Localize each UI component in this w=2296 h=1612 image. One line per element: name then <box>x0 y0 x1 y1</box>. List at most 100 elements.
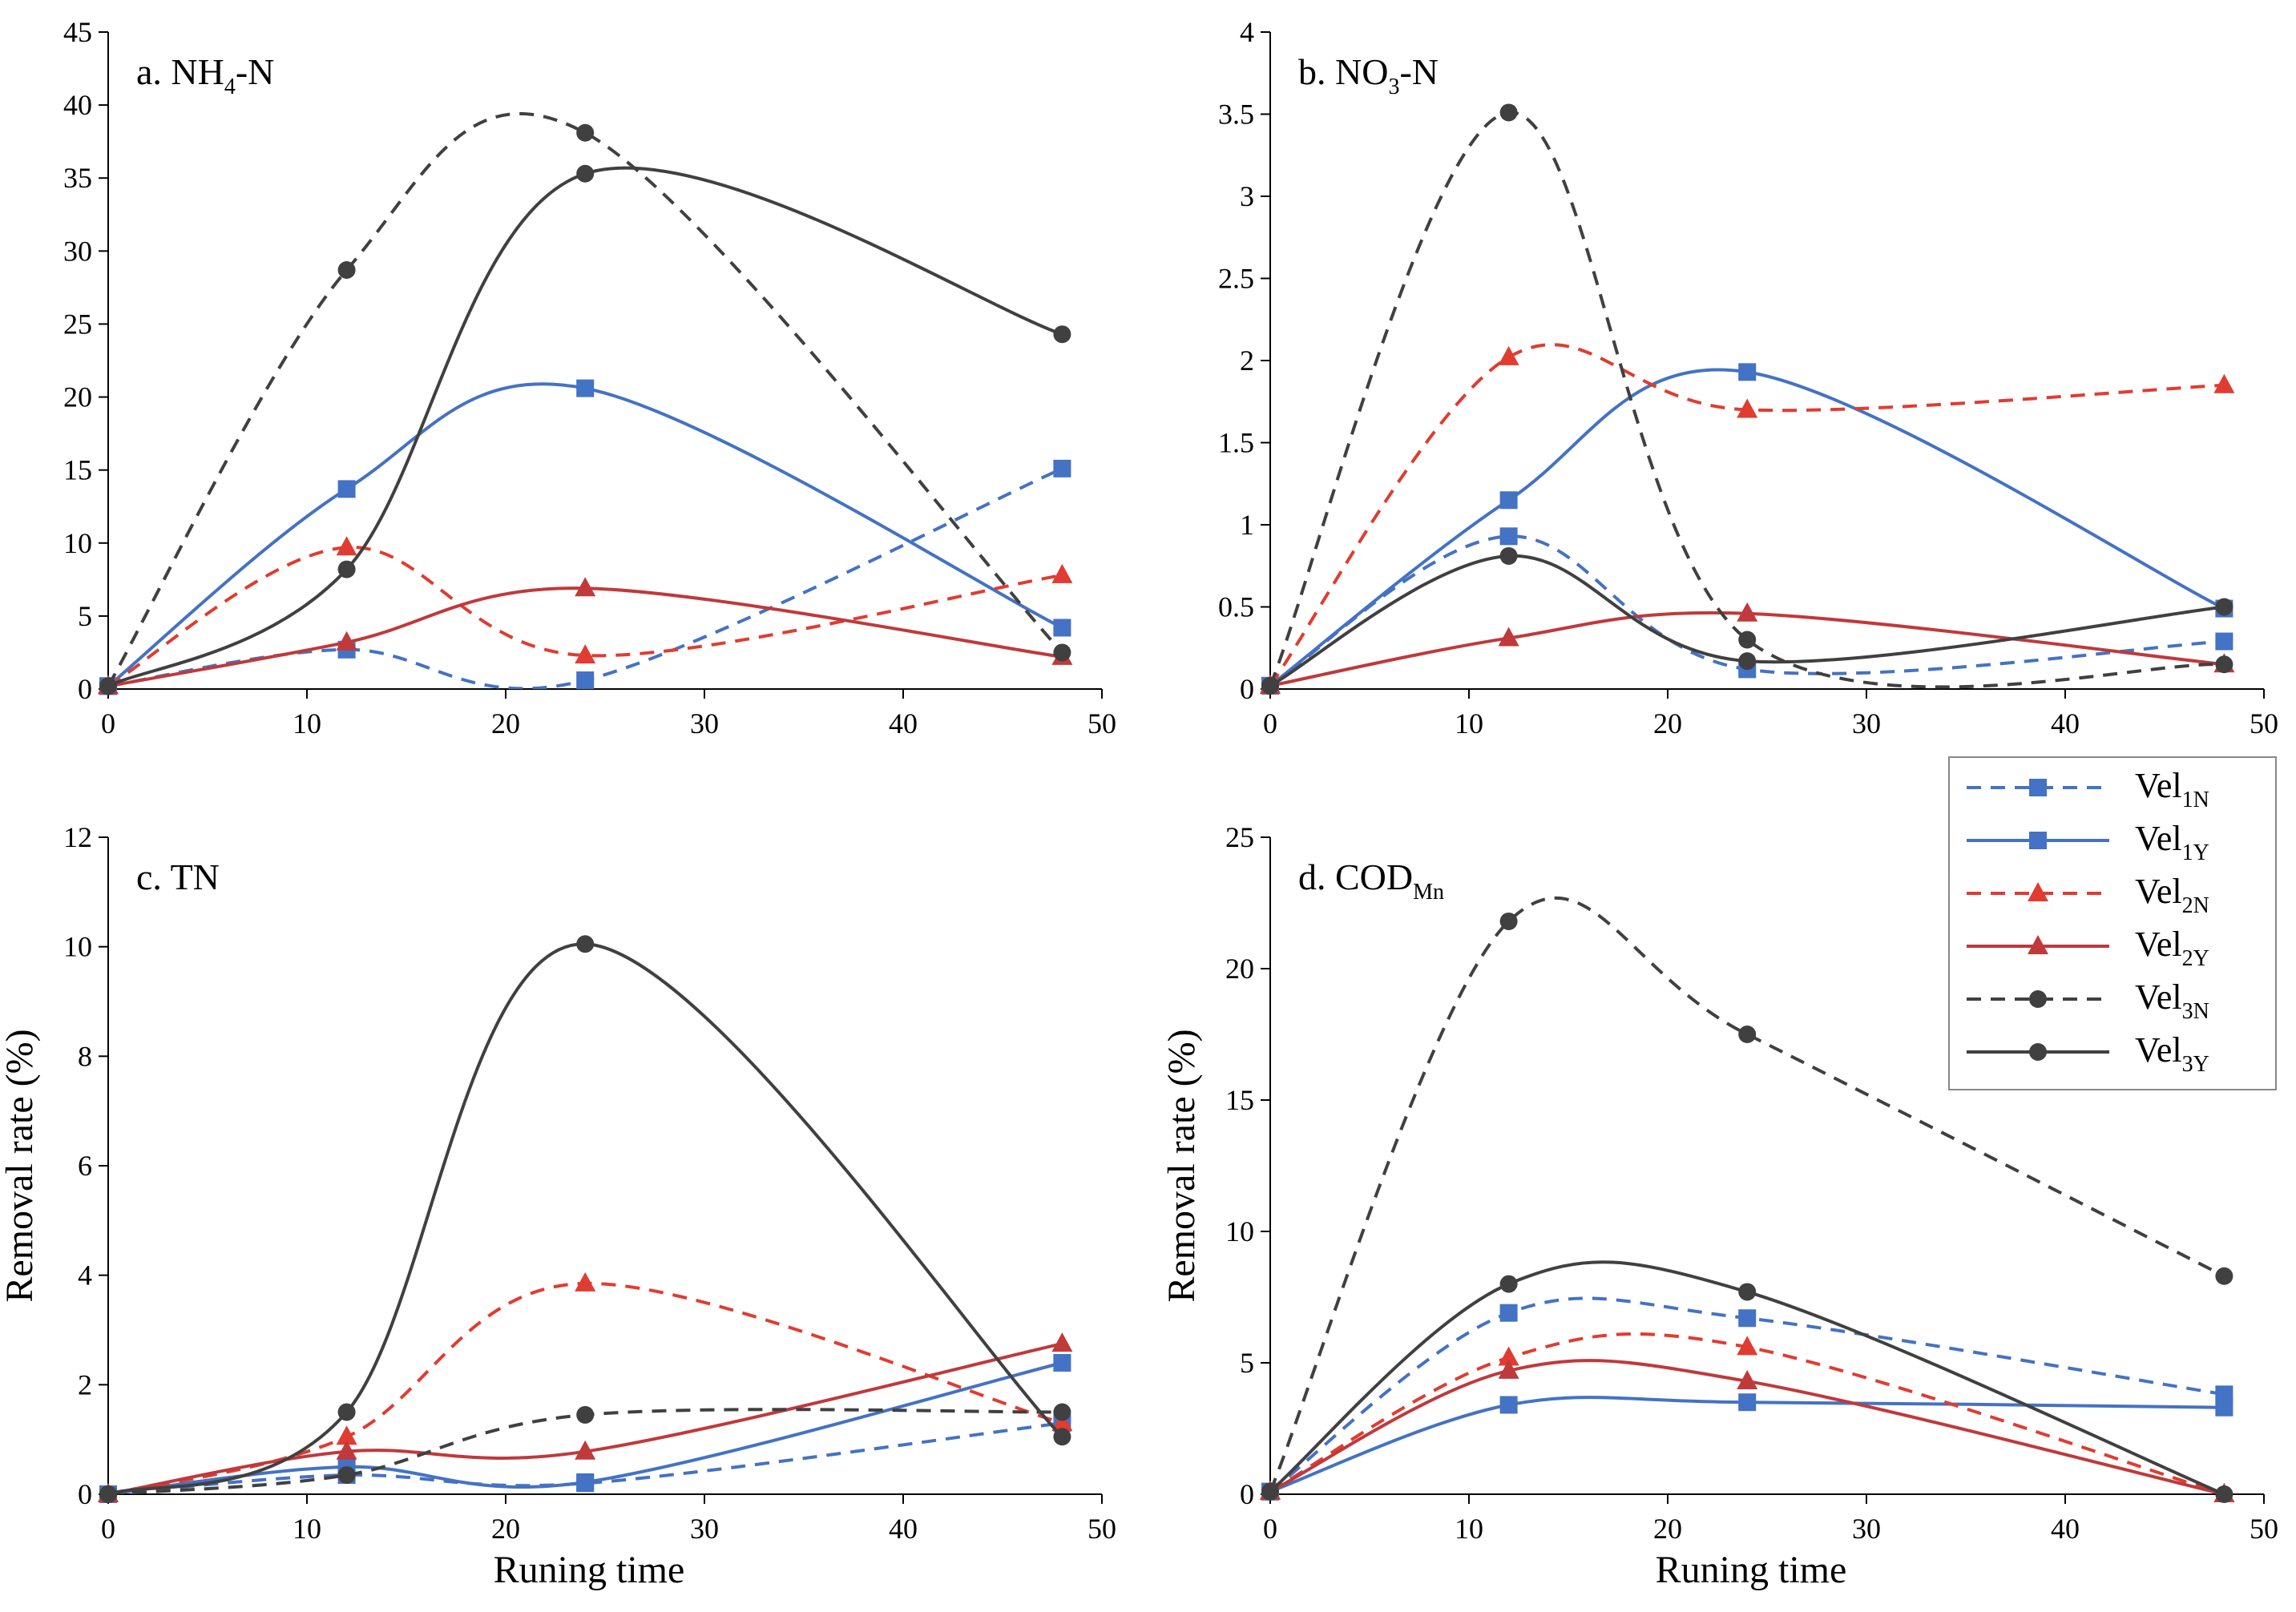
x-tick-label: 20 <box>491 707 520 740</box>
point-vel1Y-d-48 <box>2215 1398 2233 1417</box>
series-line-vel3Y-b <box>1270 554 2225 687</box>
y-tick-label: 1 <box>1240 509 1254 541</box>
series-line-vel2N-c <box>108 1281 1063 1494</box>
point-vel3N-a-24 <box>576 123 595 142</box>
point-vel1N-b-48 <box>2215 632 2233 651</box>
x-tick-label: 50 <box>2250 707 2278 740</box>
y-tick-label: 8 <box>78 1040 92 1072</box>
point-vel2N-b-12 <box>1498 345 1519 365</box>
series-line-vel3Y-a <box>108 166 1063 688</box>
y-tick-label: 10 <box>63 931 92 963</box>
point-vel2Y-c-24 <box>575 1440 596 1460</box>
y-tick-label: 15 <box>1225 1084 1254 1116</box>
series-line-vel3N-b <box>1270 111 2225 689</box>
y-tick-label: 5 <box>1240 1347 1254 1379</box>
point-vel2N-a-24 <box>575 644 596 664</box>
legend-box <box>1948 756 2277 1090</box>
point-vel2N-c-48 <box>1051 1412 1073 1432</box>
x-tick-label: 20 <box>491 1513 520 1545</box>
panel-title-a: a. NH4-N <box>136 51 274 99</box>
y-axis-label-c: Removal rate (%) <box>0 1029 41 1302</box>
y-tick-label: 20 <box>1225 953 1254 985</box>
point-vel3Y-c-24 <box>576 935 595 953</box>
point-vel1Y-c-48 <box>1053 1354 1071 1372</box>
point-vel3N-a-12 <box>337 261 356 280</box>
panel-d: 0 5 10 15 20 25 0 10 20 30 40 50 d. CODMn Runing time… <box>1160 821 2278 1591</box>
point-vel1N-d-12 <box>1499 1304 1518 1322</box>
y-tick-label: 2 <box>1240 345 1254 377</box>
series-line-vel1Y-b <box>1270 368 2225 687</box>
legend-marker-vel2Y <box>2028 935 2048 954</box>
point-vel3Y-b-48 <box>2215 598 2233 616</box>
point-vel2N-a-48 <box>1051 563 1073 583</box>
point-vel3N-d-48 <box>2215 1267 2233 1285</box>
y-tick-label: 4 <box>78 1259 92 1292</box>
series-line-vel3N-c <box>108 1408 1063 1494</box>
point-vel1N-a-24 <box>576 671 595 690</box>
x-tick-label: 30 <box>690 1513 719 1545</box>
point-vel2N-b-24 <box>1737 398 1758 418</box>
x-tick-label: 20 <box>1653 707 1682 740</box>
series-line-vel2Y-d <box>1270 1359 2225 1494</box>
x-tick-label: 30 <box>1852 1513 1881 1545</box>
y-tick-label: 25 <box>1225 821 1254 853</box>
point-vel1N-b-12 <box>1499 527 1518 546</box>
point-vel3N-c-12 <box>337 1466 356 1485</box>
legend: Vel1N Vel1Y Vel2N Vel2Y Vel3N Vel3Y <box>1948 756 2277 1090</box>
point-vel3N-b-48 <box>2215 655 2233 674</box>
point-vel2N-c-12 <box>336 1425 357 1445</box>
point-vel1Y-a-24 <box>576 379 595 397</box>
point-vel3N-c-24 <box>576 1405 595 1424</box>
point-vel1Y-a-48 <box>1053 619 1071 637</box>
y-tick-label: 0 <box>78 1478 92 1510</box>
point-vel3Y-c-48 <box>1053 1428 1071 1446</box>
y-tick-label: 0 <box>78 673 92 705</box>
panel-title-b: b. NO3-N <box>1298 51 1439 99</box>
point-vel3Y-d-0 <box>1261 1482 1279 1501</box>
point-vel3Y-a-24 <box>576 164 595 183</box>
x-tick-label: 30 <box>690 707 719 740</box>
point-vel2N-c-24 <box>575 1271 596 1292</box>
y-tick-label: 6 <box>78 1150 92 1182</box>
panel-title-c: c. TN <box>136 856 220 897</box>
y-tick-label: 2.5 <box>1218 263 1254 295</box>
y-tick-label: 4 <box>1240 16 1254 48</box>
point-vel1Y-b-12 <box>1499 491 1518 510</box>
point-vel3Y-b-0 <box>1261 676 1279 695</box>
series-line-vel3Y-d <box>1270 1260 2225 1494</box>
series-line-vel1Y-d <box>1270 1396 2225 1493</box>
point-vel2N-a-12 <box>336 536 357 556</box>
panel-title-d: d. CODMn <box>1298 856 1444 905</box>
legend-marker-vel3N <box>2029 990 2047 1008</box>
y-tick-label: 0 <box>1240 1478 1254 1510</box>
y-tick-label: 3.5 <box>1218 99 1254 131</box>
point-vel3Y-a-12 <box>337 560 356 578</box>
x-tick-label: 40 <box>2051 707 2080 740</box>
y-tick-label: 35 <box>63 162 92 194</box>
y-tick-label: 2 <box>78 1368 92 1400</box>
series-line-vel2N-a <box>108 546 1063 688</box>
y-tick-label: 15 <box>63 454 92 486</box>
point-vel2Y-d-24 <box>1737 1369 1758 1389</box>
y-tick-label: 10 <box>1225 1215 1254 1247</box>
series-line-vel1N-d <box>1270 1296 2225 1493</box>
legend-marker-vel3Y <box>2029 1043 2047 1061</box>
legend-marker-vel1Y <box>2029 832 2047 849</box>
point-vel3Y-c-12 <box>337 1403 356 1421</box>
x-tick-label: 10 <box>293 1513 321 1545</box>
legend-marker-vel1N <box>2029 779 2047 796</box>
point-vel1N-a-48 <box>1053 459 1071 478</box>
y-tick-label: 10 <box>63 527 92 559</box>
point-vel1Y-b-24 <box>1738 363 1757 381</box>
legend-label-vel3N: Vel3N <box>2135 977 2209 1024</box>
point-vel2Y-d-12 <box>1498 1359 1519 1379</box>
point-vel3Y-b-12 <box>1499 546 1518 565</box>
point-vel3N-a-48 <box>1053 643 1071 662</box>
point-vel2Y-a-24 <box>575 577 596 597</box>
point-vel2Y-b-12 <box>1498 627 1519 647</box>
y-tick-label: 3 <box>1240 180 1254 212</box>
y-axis-label-d: Removal rate (%) <box>1160 1029 1203 1302</box>
point-vel3Y-b-24 <box>1738 652 1757 671</box>
panel-a: 0 5 10 15 20 25 30 35 40 45 0 10 20 30 40 50 a. NH4-N <box>63 16 1116 740</box>
